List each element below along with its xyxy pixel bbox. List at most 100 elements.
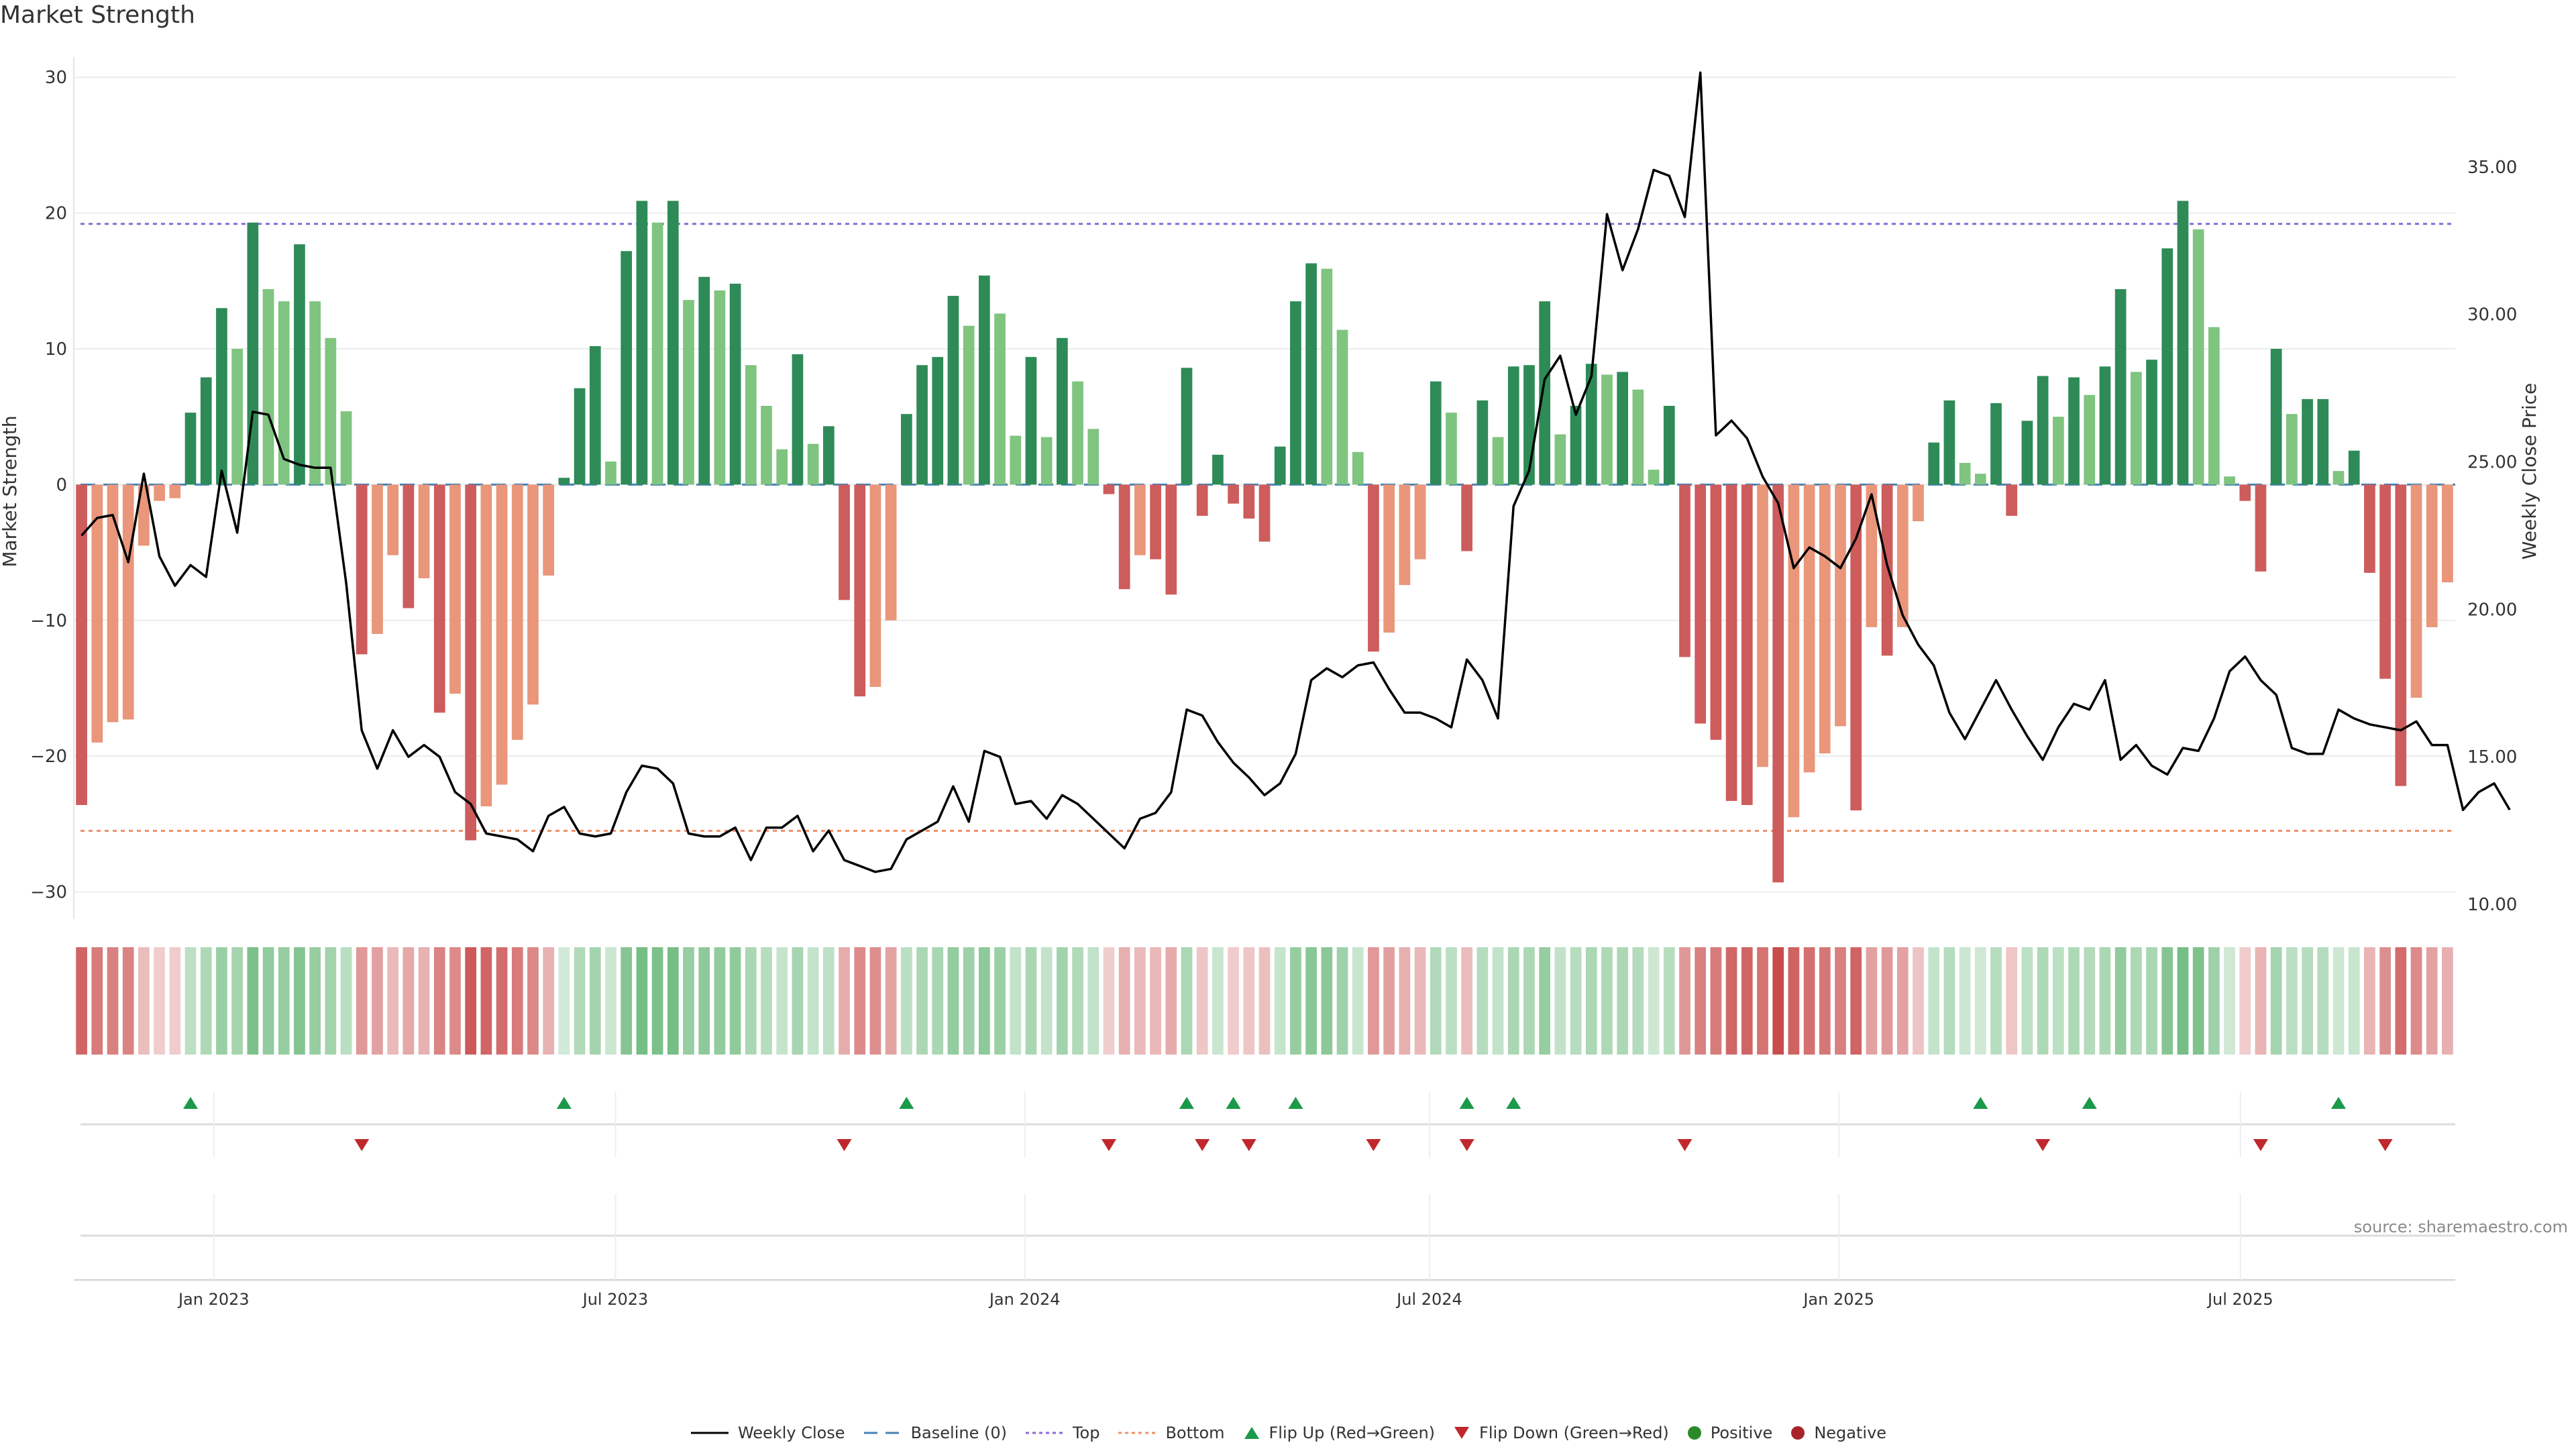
strength-bar — [1757, 484, 1768, 767]
heat-cell — [1336, 947, 1348, 1055]
strength-bar — [1710, 484, 1722, 740]
legend-weekly-close[interactable]: Weekly Close — [690, 1424, 845, 1442]
legend-baseline[interactable]: Baseline (0) — [863, 1424, 1007, 1442]
strength-bar — [807, 443, 819, 485]
strength-bar — [1819, 484, 1831, 754]
heat-cell — [1772, 947, 1784, 1055]
heat-cell — [372, 947, 383, 1055]
legend-top[interactable]: Top — [1024, 1424, 1099, 1442]
strength-bar — [698, 276, 710, 485]
strength-bar — [91, 484, 103, 743]
heat-cell — [994, 947, 1006, 1055]
strength-bar — [247, 222, 259, 485]
heat-cell — [1087, 947, 1099, 1055]
flip-down-marker — [2377, 1139, 2393, 1151]
legend-bottom[interactable]: Bottom — [1117, 1424, 1225, 1442]
strength-bar — [2037, 376, 2049, 485]
flip-down-marker — [2035, 1139, 2051, 1151]
strength-bar — [2348, 450, 2360, 485]
weekly-close-line — [80, 71, 2511, 873]
strength-bar — [154, 484, 165, 501]
strength-bar — [1788, 484, 1800, 818]
strength-bar — [1663, 406, 1675, 485]
strength-bar — [1087, 429, 1099, 485]
heat-cell — [154, 947, 165, 1055]
flip-up-marker — [1459, 1097, 1474, 1109]
legend-positive[interactable]: Positive — [1686, 1424, 1772, 1442]
heat-cell — [2099, 947, 2111, 1055]
strength-bar — [605, 461, 616, 485]
heat-cell — [1150, 947, 1161, 1055]
heat-cell — [1648, 947, 1660, 1055]
legend-label: Bottom — [1165, 1424, 1225, 1442]
strength-bar — [621, 251, 633, 485]
heat-cell — [1057, 947, 1068, 1055]
strength-bar — [278, 301, 290, 485]
strength-bar — [900, 414, 912, 485]
strength-bar — [1974, 474, 1986, 485]
heat-cell — [589, 947, 601, 1055]
heat-cell — [1165, 947, 1177, 1055]
heat-cell — [1321, 947, 1333, 1055]
heat-cell — [807, 947, 819, 1055]
strength-bar — [169, 484, 181, 498]
legend-negative[interactable]: Negative — [1790, 1424, 1886, 1442]
heat-cell — [1632, 947, 1644, 1055]
heat-cell — [496, 947, 508, 1055]
heat-cell — [511, 947, 523, 1055]
heat-cell — [1507, 947, 1519, 1055]
heat-cell — [2302, 947, 2313, 1055]
heat-cell — [1881, 947, 1893, 1055]
heat-cell — [247, 947, 259, 1055]
heat-cell — [1072, 947, 1083, 1055]
heat-cell — [761, 947, 772, 1055]
strength-bar — [1336, 329, 1348, 485]
heat-cell — [1212, 947, 1224, 1055]
strength-bar — [1461, 484, 1472, 551]
legend-label: Flip Up (Red→Green) — [1269, 1424, 1436, 1442]
heat-cell — [1258, 947, 1271, 1055]
heat-cell — [947, 947, 959, 1055]
strength-bar — [994, 313, 1006, 485]
legend-flip-up[interactable]: Flip Up (Red→Green) — [1242, 1424, 1436, 1442]
heat-cell — [2052, 947, 2064, 1055]
x-tick-label: Jul 2024 — [1395, 1290, 1462, 1309]
heat-cell — [433, 947, 445, 1055]
flip-up-marker — [1226, 1097, 1241, 1109]
heat-cell — [822, 947, 835, 1055]
heat-cell — [1617, 947, 1629, 1055]
heat-cell — [402, 947, 415, 1055]
strength-bar — [1492, 437, 1504, 485]
strength-bar — [979, 275, 990, 485]
y2-tick-label: 10.00 — [2467, 895, 2517, 915]
strength-bar — [1399, 484, 1411, 586]
y-tick-label: 30 — [45, 68, 67, 88]
heat-cell — [1539, 947, 1550, 1055]
strength-bar — [683, 300, 694, 485]
strength-bar — [2410, 484, 2422, 698]
strength-bar — [2426, 484, 2438, 627]
heat-cell — [1943, 947, 1955, 1055]
heat-cell — [1243, 947, 1255, 1055]
strength-bar — [854, 484, 866, 697]
strength-bar — [2442, 484, 2453, 583]
heat-cell — [2177, 947, 2189, 1055]
strength-bar — [963, 325, 975, 485]
legend-label: Negative — [1814, 1424, 1887, 1442]
strength-bar — [822, 426, 835, 485]
heat-cell — [2286, 947, 2298, 1055]
strength-bar — [1258, 484, 1271, 542]
strength-bar — [2099, 366, 2111, 485]
strength-bar — [2146, 360, 2157, 485]
y2-tick-label: 35.00 — [2467, 158, 2517, 178]
heat-cell — [325, 947, 337, 1055]
flip-up-marker — [1288, 1097, 1303, 1109]
heat-cell — [2410, 947, 2422, 1055]
strength-bar — [309, 301, 321, 485]
strength-bar — [2161, 248, 2174, 485]
heat-cell — [854, 947, 866, 1055]
strength-bar — [1446, 413, 1457, 485]
strength-bar — [1010, 435, 1022, 485]
legend-flip-down[interactable]: Flip Down (Green→Red) — [1452, 1424, 1669, 1442]
